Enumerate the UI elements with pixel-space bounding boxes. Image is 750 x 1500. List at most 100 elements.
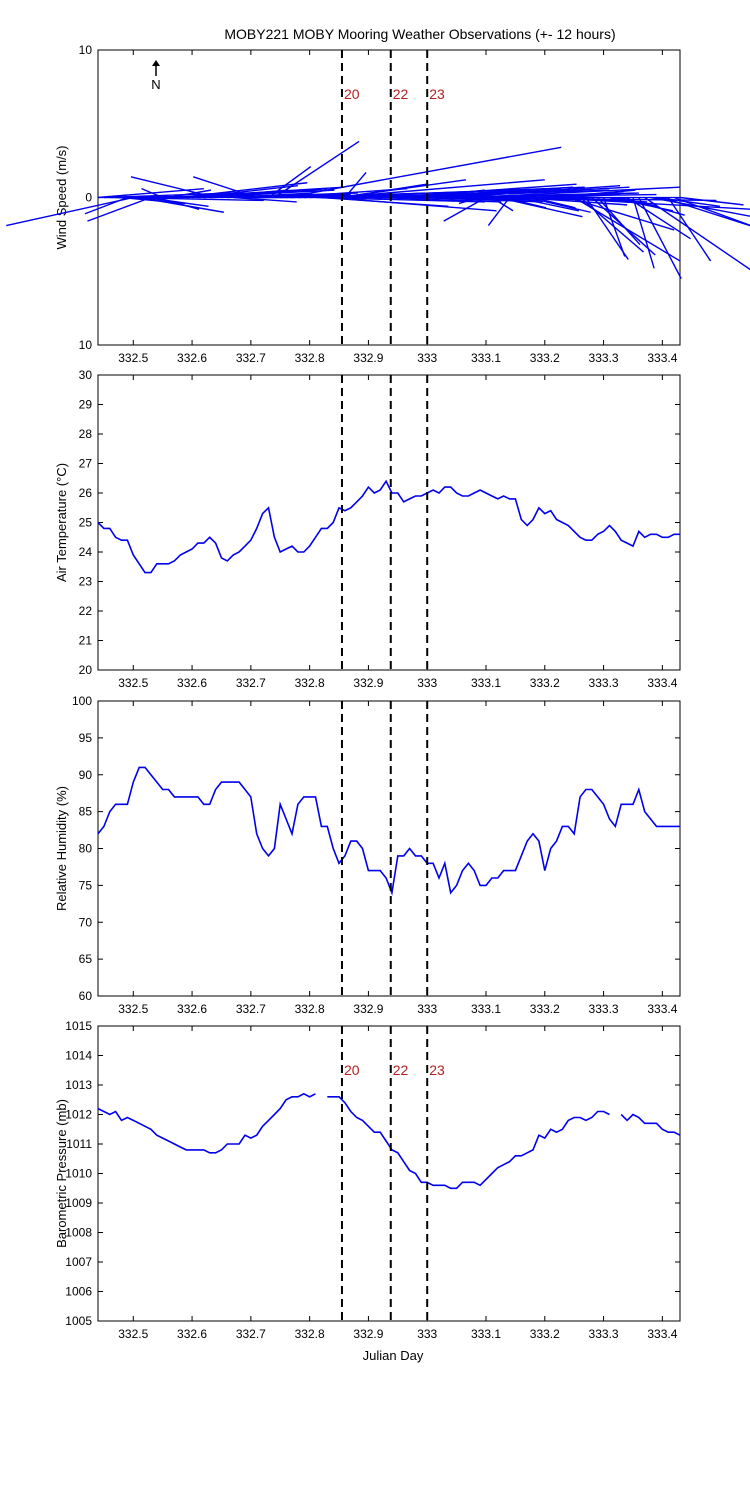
plot-frame	[97, 1025, 681, 1322]
x-tick-label: 333.3	[589, 1002, 619, 1016]
wind-vector	[130, 176, 216, 199]
x-tick-label: 332.7	[236, 1002, 266, 1016]
wind-vector	[344, 171, 367, 198]
x-tick-label: 333	[417, 676, 437, 690]
panel-relative-humidity: 332.5 332.6 332.7 332.8 332.9 333 333.1 333.2 33…	[54, 694, 681, 1016]
y-tick-label: 1005	[65, 1314, 92, 1328]
wind-vector	[141, 188, 163, 199]
x-tick-label: 332.9	[353, 351, 383, 365]
wind-vector	[579, 196, 645, 253]
wind-vector	[626, 196, 691, 240]
x-tick-label: 332.9	[353, 1002, 383, 1016]
panel-barometric-pressure: 332.5 332.6 332.7 332.8 332.9 333 333.1 333.2 33…	[54, 1019, 681, 1341]
x-tick-label: 333	[417, 1327, 437, 1341]
series-line	[97, 1092, 316, 1154]
x-tick-label: 332.7	[236, 676, 266, 690]
y-tick-label: 60	[79, 989, 93, 1003]
x-tick-label: 332.6	[177, 1002, 207, 1016]
y-tick-label: 21	[79, 634, 93, 648]
y-tick-label: 1006	[65, 1285, 92, 1299]
wind-vector	[644, 196, 750, 271]
y-tick-label: 70	[79, 915, 93, 929]
x-tick-label: 332.7	[236, 351, 266, 365]
wind-vector	[650, 196, 750, 217]
x-tick-label: 333.3	[589, 351, 619, 365]
y-tick-label: 80	[79, 842, 93, 856]
x-tick-label: 332.5	[118, 1327, 148, 1341]
y-tick-label: 1013	[65, 1078, 92, 1092]
y-tick-label: 27	[79, 457, 93, 471]
x-axis-title: Julian Day	[363, 1348, 424, 1363]
y-tick-label: 25	[79, 516, 93, 530]
wind-vector	[144, 196, 209, 208]
y-tick-label: 65	[79, 952, 93, 966]
x-tick-label: 333.4	[647, 676, 677, 690]
x-tick-label: 332.6	[177, 676, 207, 690]
x-tick-label: 333.1	[471, 676, 501, 690]
wind-vector	[550, 189, 636, 199]
wind-vector	[487, 197, 511, 226]
y-tick-label: 1008	[65, 1226, 92, 1240]
y-tick-label: 1010	[65, 1167, 92, 1181]
x-tick-label: 332.9	[353, 676, 383, 690]
x-tick-label: 332.6	[177, 351, 207, 365]
y-tick-label: 0	[85, 191, 92, 205]
y-tick-label: 10	[79, 338, 93, 352]
series-line	[97, 479, 680, 574]
x-tick-label: 333.2	[530, 1327, 560, 1341]
y-tick-label: 1009	[65, 1196, 92, 1210]
y-tick-label: 90	[79, 768, 93, 782]
wind-vector	[233, 196, 297, 203]
y-tick-label: 1012	[65, 1108, 92, 1122]
x-tick-label: 332.6	[177, 1327, 207, 1341]
x-tick-label: 333	[417, 351, 437, 365]
x-tick-label: 332.8	[295, 1327, 325, 1341]
x-tick-label: 332.7	[236, 1327, 266, 1341]
north-indicator: N	[151, 60, 161, 92]
wind-vector	[632, 197, 655, 269]
wind-vector	[87, 196, 152, 222]
x-tick-label: 333.3	[589, 1327, 619, 1341]
wind-vector	[168, 189, 211, 199]
series-line	[620, 1113, 681, 1136]
wind-vector	[667, 197, 712, 262]
panel-air-temperature: 332.5 332.6 332.7 332.8 332.9 333 333.1 333.2 33…	[54, 368, 681, 690]
y-tick-label: 20	[79, 663, 93, 677]
wind-vector	[450, 185, 621, 199]
marker-label: 20	[344, 86, 360, 102]
marker-label: 22	[393, 1062, 409, 1078]
x-tick-label: 333.2	[530, 676, 560, 690]
y-tick-label: 29	[79, 398, 93, 412]
wind-vector	[458, 196, 481, 205]
wind-vector	[285, 146, 562, 199]
x-tick-label: 333.4	[647, 351, 677, 365]
wind-vector	[662, 196, 750, 227]
wind-vector	[421, 189, 485, 199]
wind-vector	[443, 196, 487, 222]
wind-vector	[679, 196, 744, 206]
x-tick-label: 332.8	[295, 351, 325, 365]
wind-vector	[673, 196, 750, 227]
marker-label: 23	[429, 1062, 445, 1078]
y-tick-label: 10	[79, 43, 93, 57]
x-tick-label: 333.4	[647, 1327, 677, 1341]
y-tick-label: 95	[79, 731, 93, 745]
wind-vector	[532, 196, 576, 209]
plot-frame	[97, 374, 681, 671]
wind-vector	[327, 196, 497, 212]
y-tick-label: 24	[79, 545, 93, 559]
x-tick-label: 332.8	[295, 1002, 325, 1016]
y-axis-title: Barometric Pressure (mb)	[54, 1099, 69, 1248]
wind-vector	[597, 197, 641, 246]
marker-label: 22	[393, 86, 409, 102]
y-axis-title: Wind Speed (m/s)	[54, 145, 69, 249]
x-tick-label: 333.3	[589, 676, 619, 690]
wind-vector	[526, 196, 591, 213]
series-line	[327, 1096, 610, 1190]
y-axis-title: Air Temperature (°C)	[54, 463, 69, 582]
y-tick-label: 23	[79, 575, 93, 589]
y-tick-label: 85	[79, 805, 93, 819]
y-tick-label: 26	[79, 486, 93, 500]
x-tick-label: 333.2	[530, 351, 560, 365]
